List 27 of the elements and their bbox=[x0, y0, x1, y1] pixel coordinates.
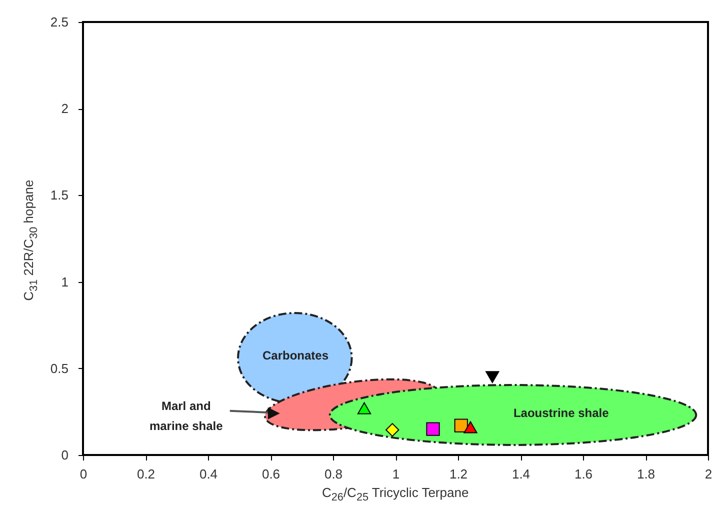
point bbox=[426, 422, 440, 436]
annotation: Marl and marine shale bbox=[149, 398, 224, 433]
x-tick-label: 0.4 bbox=[199, 466, 218, 482]
x-tick-label: 0 bbox=[80, 466, 88, 482]
x-tick-label: 1.6 bbox=[574, 466, 593, 482]
y-tick-label: 1.5 bbox=[50, 188, 68, 203]
x-axis-title: C$_{26}$/C$_{25}$ Tricyclic Terpane bbox=[322, 485, 469, 504]
y-tick-label: 0 bbox=[61, 448, 68, 462]
point bbox=[357, 402, 372, 414]
annotation: Carbonates bbox=[262, 348, 329, 363]
x-tick-label: 0.2 bbox=[136, 466, 156, 482]
x-tick-label: 0.8 bbox=[324, 466, 343, 482]
x-tick-label: 1.2 bbox=[449, 466, 468, 482]
y-tick-label: 0.5 bbox=[50, 360, 68, 376]
y-tick-label: 2.5 bbox=[50, 14, 68, 30]
point bbox=[454, 418, 468, 432]
point bbox=[486, 371, 500, 384]
point bbox=[464, 421, 478, 434]
y-tick-label: 1 bbox=[61, 274, 68, 290]
point bbox=[386, 423, 400, 437]
x-tick-label: 1 bbox=[392, 466, 400, 482]
y-tick-label: 2 bbox=[61, 101, 68, 116]
x-tick-label: 1.8 bbox=[636, 466, 656, 482]
x-tick-label: 0.6 bbox=[262, 466, 280, 482]
x-tick-label: 1.4 bbox=[512, 466, 530, 482]
annotation: Laoustrine shale bbox=[513, 406, 610, 420]
x-tick-label: 2 bbox=[704, 466, 712, 482]
